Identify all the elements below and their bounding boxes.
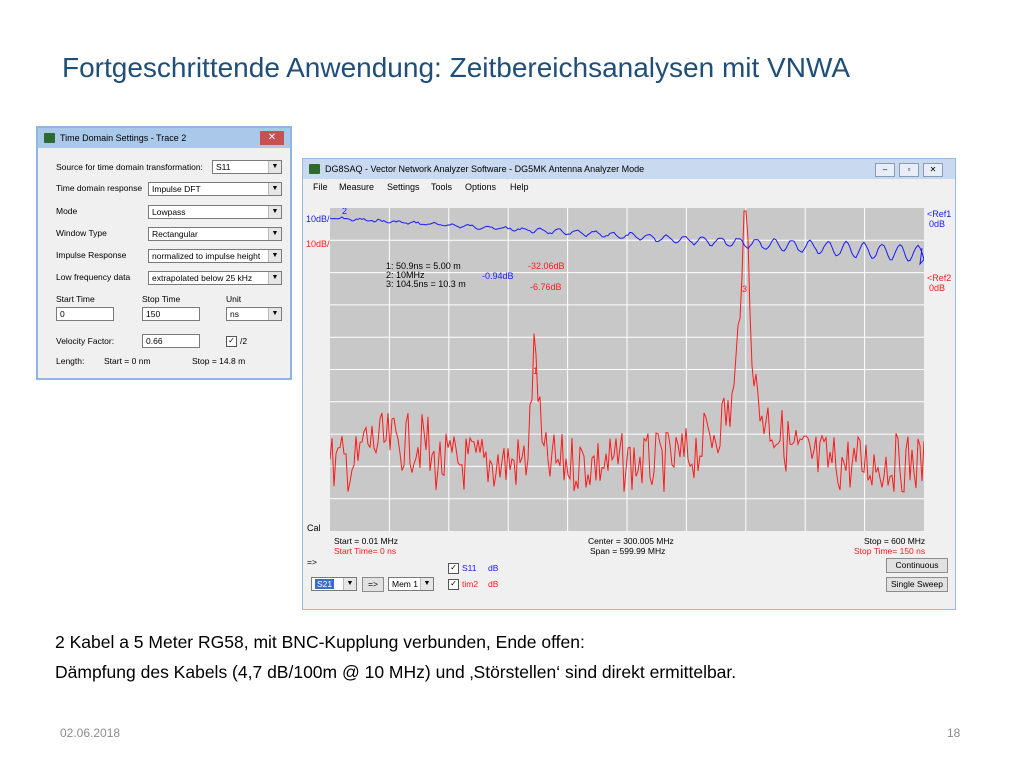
- mode-select[interactable]: Lowpass ▼: [148, 205, 282, 219]
- stop-time-input[interactable]: 150: [142, 307, 200, 321]
- length-label: Length:: [56, 356, 85, 366]
- copy-to-memory-button[interactable]: =>: [362, 577, 384, 592]
- stop-time-label: Stop Time: [142, 294, 181, 304]
- start-time-label: Start Time: [56, 294, 95, 304]
- chevron-down-icon: ▼: [268, 206, 281, 218]
- menu-settings[interactable]: Settings: [387, 182, 420, 192]
- marker-line-2: 2: 10MHz: [386, 270, 425, 280]
- source-select[interactable]: S11 ▼: [212, 160, 282, 174]
- parameter-select[interactable]: S21 ▼: [311, 577, 357, 591]
- caption-line-2: Dämpfung des Kabels (4,7 dB/100m @ 10 MH…: [55, 662, 737, 682]
- velocity-factor-label: Velocity Factor:: [56, 336, 115, 346]
- menu-bar: File Measure Settings Tools Options Help: [303, 179, 955, 195]
- menu-file[interactable]: File: [313, 182, 328, 192]
- window-title: DG8SAQ - Vector Network Analyzer Softwar…: [325, 164, 645, 174]
- marker-line-1: 1: 50.9ns = 5.00 m: [386, 261, 461, 271]
- window-title-bar[interactable]: DG8SAQ - Vector Network Analyzer Softwar…: [303, 159, 955, 179]
- page-number: 18: [947, 726, 961, 740]
- time-domain-settings-dialog: Time Domain Settings - Trace 2 ✕ Source …: [36, 126, 292, 380]
- unit-label: Unit: [226, 294, 242, 304]
- window-type-select[interactable]: Rectangular ▼: [148, 227, 282, 241]
- app-icon: [309, 164, 320, 174]
- start-time: Start Time= 0 ns: [334, 546, 397, 556]
- start-time-input[interactable]: 0: [56, 307, 114, 321]
- low-frequency-label: Low frequency data: [56, 272, 131, 282]
- s11-unit: dB: [488, 563, 499, 573]
- trace-plot: 2 1 3: [329, 206, 925, 531]
- right-ref1-value: 0dB: [929, 219, 946, 229]
- right-ref2-value: 0dB: [929, 283, 946, 293]
- unit-select[interactable]: ns ▼: [226, 307, 282, 321]
- dialog-title-bar[interactable]: Time Domain Settings - Trace 2 ✕: [38, 128, 290, 148]
- close-icon[interactable]: ✕: [923, 163, 943, 177]
- stop-time: Stop Time= 150 ns: [854, 546, 926, 556]
- marker-blue-value: -0.94dB: [482, 271, 514, 281]
- marker-red-value-1: -32.06dB: [528, 261, 565, 271]
- close-button[interactable]: ✕: [260, 131, 284, 145]
- slide-title: Fortgeschrittende Anwendung: Zeitbereich…: [62, 52, 851, 83]
- slide-date: 02.06.2018: [60, 726, 121, 740]
- tim2-red-trace: [329, 210, 925, 493]
- right-ref1: <Ref1: [927, 209, 952, 219]
- s11-checkbox[interactable]: ✓: [448, 563, 459, 574]
- source-label: Source for time domain transformation:: [56, 162, 203, 172]
- marker-2-label: 2: [342, 208, 347, 216]
- menu-help[interactable]: Help: [510, 182, 529, 192]
- span-frequency: Span = 599.99 MHz: [590, 546, 666, 556]
- menu-measure[interactable]: Measure: [339, 182, 375, 192]
- s11-blue-trace: [329, 216, 925, 266]
- memory-select[interactable]: Mem 1 ▼: [388, 577, 434, 591]
- tim2-label: tim2: [462, 579, 479, 589]
- start-frequency: Start = 0.01 MHz: [334, 536, 399, 546]
- impulse-response-label: Impulse Response: [56, 250, 127, 260]
- window-type-label: Window Type: [56, 228, 107, 238]
- app-icon: [44, 133, 55, 143]
- marker-3-label: 3: [742, 284, 747, 294]
- half-label: /2: [240, 336, 248, 346]
- chevron-down-icon: ▼: [268, 250, 281, 262]
- arrow-label: =>: [307, 557, 317, 567]
- marker-1-label: 1: [533, 366, 538, 376]
- chevron-down-icon: ▼: [343, 578, 356, 590]
- marker-line-3: 3: 104.5ns = 10.3 m: [386, 279, 466, 289]
- velocity-factor-input[interactable]: 0.66: [142, 334, 200, 348]
- maximize-icon[interactable]: ▫: [899, 163, 919, 177]
- center-frequency: Center = 300.005 MHz: [588, 536, 674, 546]
- chevron-down-icon: ▼: [268, 183, 281, 195]
- plot-area[interactable]: 2 1 3 1: 50.9ns = 5.00 m 2: 10MHz 3: 104…: [329, 206, 925, 531]
- half-checkbox[interactable]: ✓: [226, 336, 237, 347]
- menu-tools[interactable]: Tools: [431, 182, 453, 192]
- tim2-unit: dB: [488, 579, 499, 589]
- minimize-icon[interactable]: –: [875, 163, 895, 177]
- menu-options[interactable]: Options: [465, 182, 497, 192]
- response-select[interactable]: Impulse DFT ▼: [148, 182, 282, 196]
- right-ref2: <Ref2: [927, 273, 952, 283]
- mode-label: Mode: [56, 206, 78, 216]
- length-start: Start = 0 nm: [104, 356, 151, 366]
- left-ref-blue: 10dB/: [306, 214, 330, 224]
- tim2-checkbox[interactable]: ✓: [448, 579, 459, 590]
- chevron-down-icon: ▼: [268, 161, 281, 173]
- stop-frequency: Stop = 600 MHz: [864, 536, 926, 546]
- dialog-title: Time Domain Settings - Trace 2: [60, 133, 187, 143]
- single-sweep-button[interactable]: Single Sweep: [886, 577, 948, 592]
- caption-line-1: 2 Kabel a 5 Meter RG58, mit BNC-Kupplung…: [55, 632, 585, 652]
- cal-label: Cal: [307, 523, 321, 533]
- s11-label: S11: [462, 563, 477, 573]
- plot-grid: [330, 208, 924, 531]
- chevron-down-icon: ▼: [268, 272, 281, 284]
- left-ref-red: 10dB/: [306, 239, 330, 249]
- impulse-response-select[interactable]: normalized to impulse height ▼: [148, 249, 282, 263]
- chevron-down-icon: ▼: [420, 578, 433, 590]
- continuous-button[interactable]: Continuous: [886, 558, 948, 573]
- length-stop: Stop = 14.8 m: [192, 356, 246, 366]
- chevron-down-icon: ▼: [268, 228, 281, 240]
- chevron-down-icon: ▼: [268, 308, 281, 320]
- low-frequency-select[interactable]: extrapolated below 25 kHz ▼: [148, 271, 282, 285]
- response-label: Time domain response: [56, 183, 143, 193]
- marker-red-value-3: -6.76dB: [530, 282, 562, 292]
